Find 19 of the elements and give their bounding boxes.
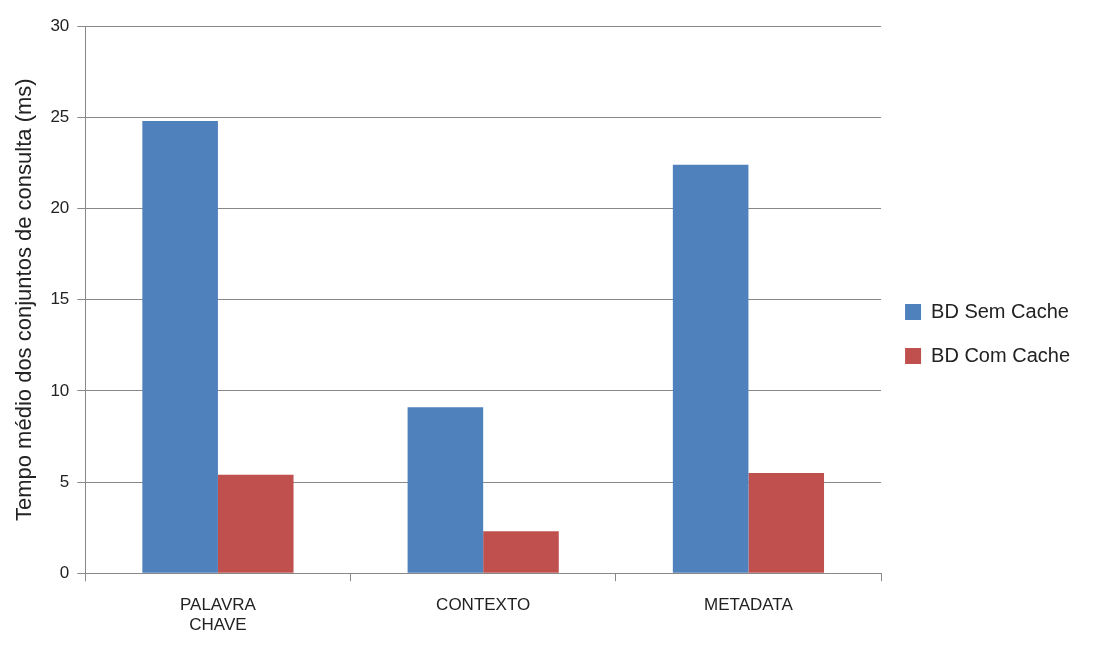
x-tick-label: METADATA (704, 595, 794, 615)
bar (748, 472, 825, 573)
y-axis-title: Tempo médio dos conjuntos de consulta (ms) (11, 78, 37, 522)
x-tick-label: PALAVRA CHAVE (179, 595, 257, 635)
bar (142, 121, 218, 573)
bar (672, 164, 749, 573)
y-tick-label: 25 (50, 107, 70, 127)
y-tick-label: 15 (50, 289, 70, 309)
y-tick-label: 10 (50, 380, 70, 400)
bar (407, 407, 484, 573)
legend-label: BD Com Cache (931, 343, 1070, 366)
y-tick-label: 0 (59, 562, 70, 582)
x-tick-label: CONTEXTO (436, 595, 531, 615)
bar (217, 474, 294, 573)
y-tick-label: 5 (59, 471, 70, 491)
y-tick-label: 20 (50, 198, 70, 218)
y-tick-label: 30 (50, 15, 70, 35)
bar (483, 531, 559, 573)
legend-label: BD Sem Cache (931, 299, 1069, 322)
